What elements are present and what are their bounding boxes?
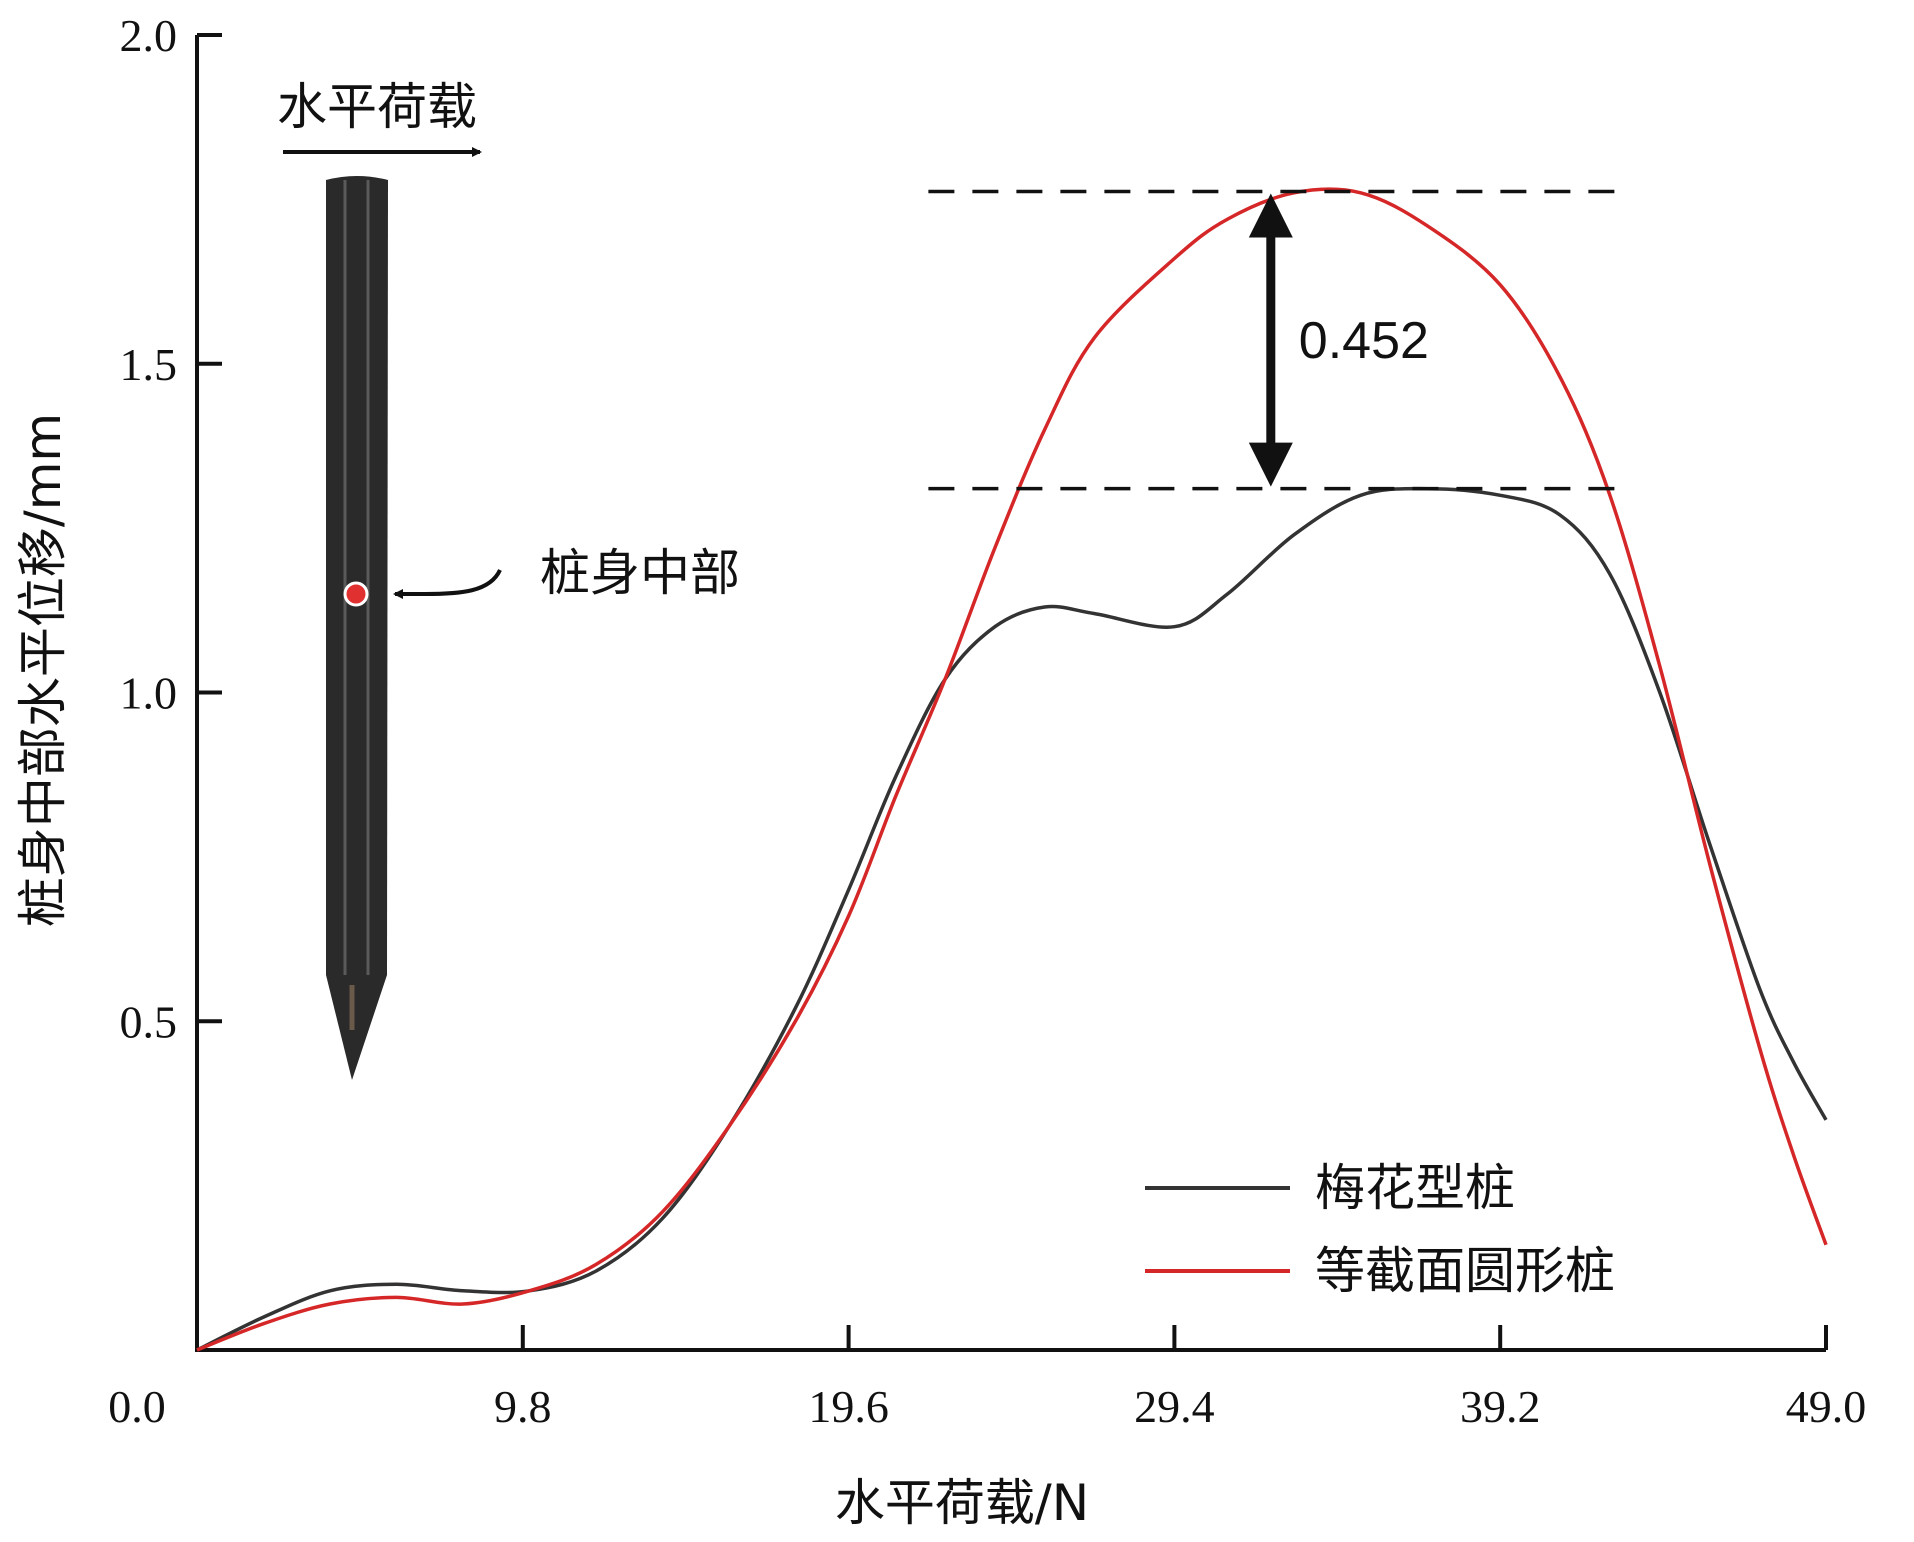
difference-annotation: 0.452 <box>928 189 1627 491</box>
point-label: 桩身中部 <box>540 544 740 602</box>
x-axis-title: 水平荷载/N <box>835 1474 1089 1532</box>
y-axis-title: 桩身中部水平位移/mm <box>14 413 72 927</box>
series-line-meihua <box>196 486 1828 1352</box>
y-tick-label: 1.5 <box>120 339 178 390</box>
y-tick-label: 0.5 <box>120 996 178 1047</box>
legend-label-circular: 等截面圆形桩 <box>1315 1242 1615 1300</box>
x-tick-label: 9.8 <box>494 1381 552 1432</box>
difference-arrowhead-up <box>1248 193 1293 238</box>
pile-illustration <box>326 176 388 1080</box>
series-line-circular <box>196 187 1828 1352</box>
load-arrow-annotation: 水平荷载 <box>277 78 482 157</box>
measurement-point-marker <box>343 581 369 607</box>
point-label-annotation: 桩身中部 <box>393 544 740 602</box>
x-tick-label: 19.6 <box>808 1381 889 1432</box>
difference-value-label: 0.452 <box>1299 312 1429 370</box>
pile-body <box>326 176 388 1080</box>
axes: 0.0 9.8 19.6 29.4 39.2 49.0 0.5 1.0 1.5 2.0 <box>108 10 1866 1432</box>
x-tick-label: 29.4 <box>1134 1381 1215 1432</box>
legend: 梅花型桩 等截面圆形桩 <box>1145 1159 1615 1300</box>
x-tick-label: 39.2 <box>1460 1381 1541 1432</box>
x-tick-label: 49.0 <box>1786 1381 1867 1432</box>
load-label: 水平荷载 <box>277 78 477 136</box>
x-tick-label: 0.0 <box>108 1381 166 1432</box>
point-label-arrow <box>393 569 502 599</box>
legend-label-meihua: 梅花型桩 <box>1315 1159 1515 1217</box>
difference-arrowhead-down <box>1248 442 1293 487</box>
y-tick-label: 1.0 <box>120 668 178 719</box>
y-tick-label: 2.0 <box>120 10 178 61</box>
series-lines <box>196 187 1828 1352</box>
